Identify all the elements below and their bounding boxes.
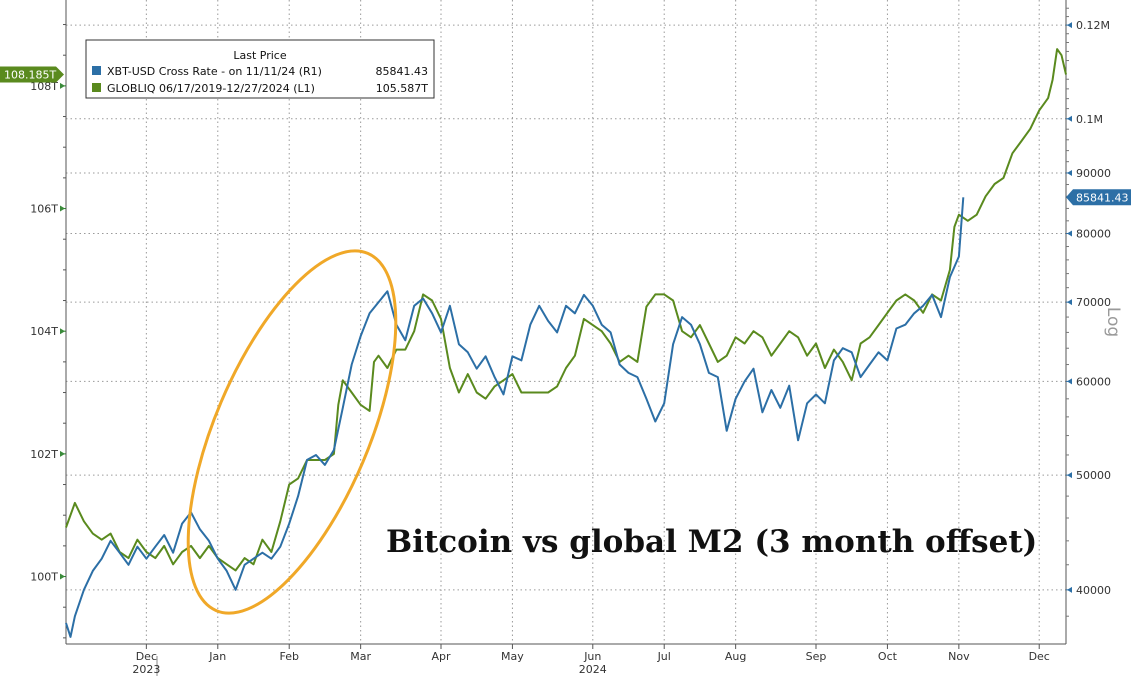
right-y-tick-label: 90000 [1076,167,1111,180]
right-y-tick-label: 0.12M [1076,19,1110,32]
legend-label-globliq: GLOBLIQ 06/17/2019-12/27/2024 (L1) [107,82,315,95]
chart-title: Bitcoin vs global M2 (3 month offset) [386,524,1037,560]
legend-title: Last Price [233,49,286,62]
right-axis-title: Log [1103,307,1123,337]
left-y-tick-marker [60,573,65,580]
last-value-tags: 108.185T 85841.43 [0,66,1131,206]
last-value-tag-right-label: 85841.43 [1076,191,1129,204]
legend-box [85,39,435,99]
right-y-tick-marker [1067,169,1072,176]
x-tick-label: Dec [1029,650,1050,663]
x-tick-label: Aug [725,650,746,663]
right-y-tick-label: 60000 [1076,375,1111,388]
right-y-tick-label: 0.1M [1076,113,1103,126]
right-y-tick-marker [1067,586,1072,593]
left-y-tick-label: 100T [30,571,58,584]
x-tick-label: Apr [431,650,451,663]
right-y-tick-marker [1067,22,1072,29]
last-value-tag-left [0,66,64,83]
legend-value-xbt: 85841.43 [376,65,429,78]
left-y-tick-label: 108T [30,80,58,93]
right-y-tick-label: 50000 [1076,469,1111,482]
right-y-axis: 40000 50000 60000 70000 80000 90000 0.1M 0.12M [1066,7,1111,617]
legend-swatch-xbt [92,66,101,75]
left-y-axis: 100T 102T 104T 106T 108T [30,24,66,639]
x-tick-label: Mar [350,650,371,663]
right-y-tick-label: 70000 [1076,296,1111,309]
highlight-ellipse [186,249,398,615]
x-tick-label: Jul [657,650,671,663]
x-year-label: 2023 [132,663,160,676]
left-y-tick-marker [60,82,65,89]
right-y-tick-label: 40000 [1076,584,1111,597]
legend-label-xbt: XBT-USD Cross Rate - on 11/11/24 (R1) [107,65,322,78]
left-y-tick-label: 104T [30,325,58,338]
legend-value-globliq: 105.587T [376,82,428,95]
last-value-tag-right [1066,189,1131,206]
left-y-tick-label: 106T [30,203,58,216]
x-tick-label: Feb [279,650,298,663]
right-y-tick-label: 80000 [1076,228,1111,241]
x-tick-label: Jun [583,650,601,663]
x-tick-label: Oct [878,650,898,663]
x-year-label: 2024 [579,663,607,676]
plot-frame [65,0,1067,676]
legend: Last Price XBT-USD Cross Rate - on 11/11… [85,39,435,99]
right-y-tick-marker [1067,378,1072,385]
last-value-tag-left-label: 108.185T [4,69,56,82]
legend-swatch-globliq [92,83,101,92]
x-axis: Dec Jan Feb Mar Apr May Jun Jul Aug Sep Oct Nov Dec2… [132,644,1050,676]
right-y-tick-marker [1067,230,1072,237]
series-line-xbt-usd-cross-rate [65,197,965,638]
right-y-tick-marker [1067,472,1072,479]
x-tick-label: Dec [136,650,157,663]
x-tick-label: Jan [208,650,226,663]
left-y-tick-marker [60,328,65,335]
x-tick-label: May [501,650,524,663]
left-y-tick-marker [60,450,65,457]
right-y-tick-marker [1067,115,1072,122]
gridlines [66,0,1066,644]
x-tick-label: Nov [948,650,970,663]
x-tick-label: Sep [806,650,827,663]
left-y-tick-label: 102T [30,448,58,461]
series-lines [65,48,1067,638]
left-y-tick-marker [60,205,65,212]
right-y-tick-marker [1067,299,1072,306]
series-line-globliq [65,48,1067,572]
